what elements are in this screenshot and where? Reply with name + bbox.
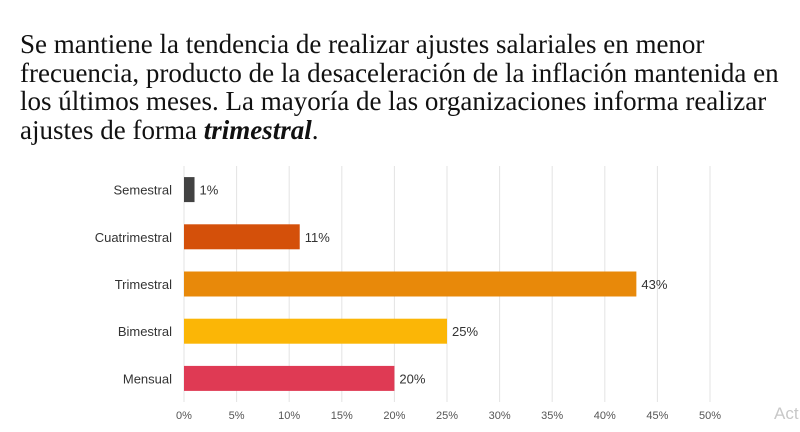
category-label: Trimestral: [115, 277, 172, 292]
bar-trimestral: [184, 271, 637, 297]
heading-text: Se mantiene la tendencia de realizar aju…: [20, 29, 779, 145]
category-labels: Semestral Cuatrimestral Trimestral Bimestra…: [95, 183, 172, 387]
bar-semestral: [184, 177, 195, 203]
x-tick-label: 10%: [278, 410, 300, 422]
x-tick-label: 30%: [489, 410, 511, 422]
bar-mensual: [184, 365, 395, 391]
value-labels: 1% 11% 43% 25% 20%: [200, 183, 668, 387]
category-label: Bimestral: [118, 324, 172, 339]
x-tick-label: 0%: [176, 410, 192, 422]
category-label: Semestral: [113, 183, 172, 198]
value-label: 1%: [200, 183, 219, 198]
chart-bars: [184, 177, 637, 391]
value-label: 25%: [452, 324, 478, 339]
x-tick-labels: 0% 5% 10% 15% 20% 25% 30% 35% 40% 45% 50%: [176, 410, 721, 422]
x-tick-label: 35%: [541, 410, 563, 422]
heading-emphasis: trimestral: [203, 114, 312, 145]
x-tick-label: 20%: [383, 410, 405, 422]
x-tick-label: 25%: [436, 410, 458, 422]
bar-cuatrimestral: [184, 224, 300, 250]
value-label: 43%: [641, 277, 667, 292]
x-tick-label: 15%: [331, 410, 353, 422]
bar-bimestral: [184, 318, 447, 344]
x-tick-label: 50%: [699, 410, 721, 422]
x-tick-label: 40%: [594, 410, 616, 422]
x-tick-label: 5%: [229, 410, 245, 422]
value-label: 20%: [399, 371, 425, 386]
page-heading: Se mantiene la tendencia de realizar aju…: [20, 30, 790, 144]
x-tick-label: 45%: [646, 410, 668, 422]
watermark-text: Act: [774, 404, 799, 423]
category-label: Cuatrimestral: [95, 230, 172, 245]
value-label: 11%: [305, 230, 330, 245]
heading-period: .: [311, 114, 319, 145]
category-label: Mensual: [123, 371, 172, 386]
